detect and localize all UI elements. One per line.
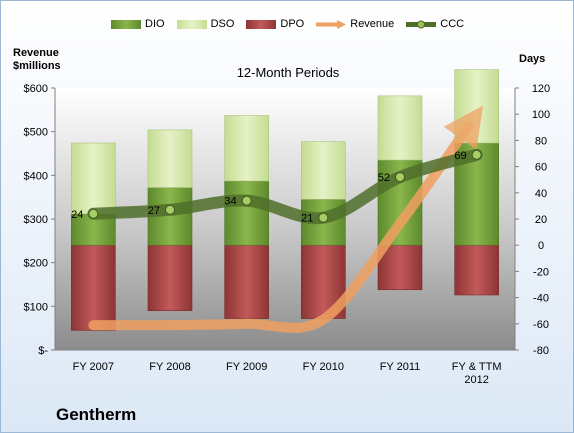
legend-label-ccc: CCC bbox=[440, 18, 465, 30]
right-tick-label: 120 bbox=[532, 83, 550, 95]
legend-label-dio: DIO bbox=[145, 18, 165, 30]
x-tick-label: FY 2011 bbox=[380, 361, 421, 373]
x-tick-label: FY 2007 bbox=[73, 361, 114, 373]
right-tick-label: -60 bbox=[533, 319, 549, 331]
legend: DIO DSO DPO Revenue CCC bbox=[111, 14, 476, 34]
left-tick-label: $400 bbox=[24, 170, 48, 182]
legend-item-ccc: CCC bbox=[406, 18, 464, 30]
left-tick-label: $200 bbox=[24, 258, 48, 270]
point-ccc bbox=[88, 208, 99, 219]
data-label-ccc: 52 bbox=[378, 172, 390, 184]
data-label-ccc: 69 bbox=[454, 150, 466, 162]
bar-dso bbox=[301, 141, 346, 200]
bar-dpo bbox=[71, 244, 116, 331]
right-tick-label: -20 bbox=[533, 266, 549, 278]
point-ccc bbox=[241, 195, 252, 206]
point-ccc bbox=[165, 204, 175, 215]
right-tick-label: 40 bbox=[535, 188, 547, 200]
point-ccc bbox=[318, 212, 329, 223]
data-label-ccc: 21 bbox=[301, 213, 313, 225]
legend-swatch-dso bbox=[176, 19, 207, 29]
right-tick-label: 20 bbox=[535, 214, 547, 226]
x-tick-label: FY & TTM 2012 bbox=[452, 361, 502, 386]
bar-dio bbox=[224, 180, 269, 246]
x-tick-label: FY 2009 bbox=[226, 361, 267, 373]
legend-label-dpo: DPO bbox=[280, 18, 305, 30]
company-name: Gentherm bbox=[56, 405, 137, 424]
data-label-ccc: 24 bbox=[71, 209, 83, 221]
left-tick-label: $- bbox=[38, 345, 48, 357]
right-tick-label: 0 bbox=[538, 240, 544, 252]
data-label-ccc: 27 bbox=[148, 205, 160, 217]
legend-label-dso: DSO bbox=[210, 18, 235, 30]
legend-item-dpo: DPO bbox=[246, 18, 304, 30]
legend-item-dso: DSO bbox=[176, 18, 235, 30]
x-tick-label: FY 2008 bbox=[149, 361, 190, 373]
right-tick-label: 60 bbox=[535, 162, 547, 174]
left-tick-label: $500 bbox=[24, 127, 48, 139]
left-axis-title: Revenue $millions bbox=[13, 47, 61, 72]
right-tick-label: -80 bbox=[533, 345, 549, 357]
x-tick-label: FY 2010 bbox=[303, 361, 344, 373]
point-ccc bbox=[471, 149, 482, 160]
right-tick-label: 100 bbox=[532, 109, 550, 121]
point-ccc bbox=[395, 172, 405, 183]
legend-swatch-revenue bbox=[316, 19, 347, 29]
left-tick-label: $100 bbox=[24, 301, 48, 313]
legend-swatch-dio bbox=[111, 19, 141, 29]
legend-swatch-ccc bbox=[406, 20, 437, 28]
chart-title: 12-Month Periods bbox=[236, 65, 340, 80]
bar-dso bbox=[224, 115, 269, 182]
legend-item-dio: DIO bbox=[111, 18, 165, 30]
bar-dso bbox=[147, 129, 193, 188]
bar-dso bbox=[377, 95, 423, 161]
bar-dso bbox=[71, 142, 116, 215]
right-axis-title: Days bbox=[519, 53, 546, 65]
data-label-ccc: 34 bbox=[224, 196, 236, 208]
right-tick-label: 80 bbox=[535, 135, 547, 147]
bar-dpo bbox=[147, 244, 193, 311]
left-tick-label: $600 bbox=[24, 83, 48, 95]
legend-swatch-dpo bbox=[246, 19, 277, 29]
bar-dpo bbox=[454, 244, 499, 296]
plot-area bbox=[55, 88, 515, 350]
series-line-revenue bbox=[88, 105, 484, 333]
bar-dpo bbox=[224, 244, 269, 319]
legend-label-revenue: Revenue bbox=[350, 18, 395, 30]
left-tick-label: $300 bbox=[24, 214, 48, 226]
legend-item-revenue: Revenue bbox=[316, 18, 394, 30]
right-tick-label: -40 bbox=[533, 293, 549, 305]
